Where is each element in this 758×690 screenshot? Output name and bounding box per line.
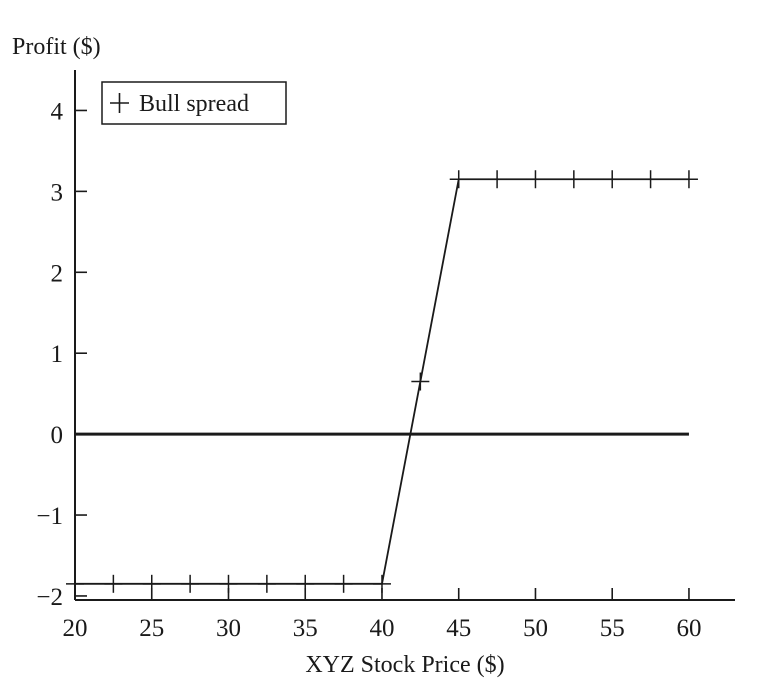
x-tick-label: 60 <box>676 615 701 642</box>
data-point-marker <box>334 574 353 593</box>
y-tick-label: 0 <box>51 422 64 449</box>
data-point-marker <box>526 170 545 189</box>
series-group <box>66 170 698 593</box>
series-line-bull-spread <box>75 178 689 585</box>
data-point-marker <box>372 574 391 593</box>
y-tick-label: 2 <box>51 260 64 287</box>
data-point-marker <box>564 170 583 189</box>
y-tick-label: 4 <box>51 98 64 125</box>
data-point-marker <box>181 574 200 593</box>
data-point-marker <box>104 574 123 593</box>
data-point-marker <box>603 170 622 189</box>
data-point-marker <box>296 574 315 593</box>
x-tick-label: 50 <box>523 615 548 642</box>
x-axis-label: XYZ Stock Price ($) <box>305 652 504 678</box>
y-tick-label: 3 <box>51 179 64 206</box>
data-point-marker <box>411 372 430 391</box>
data-point-marker <box>449 170 468 189</box>
data-point-marker <box>257 574 276 593</box>
legend: Bull spread <box>101 81 287 125</box>
data-point-marker <box>641 170 660 189</box>
axes <box>74 70 735 601</box>
y-axis-label: Profit ($) <box>12 34 101 60</box>
ticks: 20 25 30 35 40 45 50 55 60 −2 −1 0 1 2 3 4 <box>36 98 701 642</box>
y-tick-label: −2 <box>36 584 63 611</box>
x-tick-label: 35 <box>293 615 318 642</box>
data-point-marker <box>66 574 84 593</box>
y-tick-label: 1 <box>51 341 64 368</box>
x-tick-label: 30 <box>216 615 241 642</box>
data-point-marker <box>219 574 238 593</box>
data-point-marker <box>488 170 507 189</box>
x-tick-label: 40 <box>369 615 394 642</box>
y-tick-label: −1 <box>36 503 63 530</box>
legend-label-bull-spread: Bull spread <box>139 91 249 117</box>
x-tick-label: 25 <box>139 615 164 642</box>
x-tick-label: 20 <box>63 615 88 642</box>
legend-box <box>101 81 287 125</box>
x-tick-label: 55 <box>600 615 625 642</box>
data-point-marker <box>142 574 161 593</box>
x-tick-label: 45 <box>446 615 471 642</box>
data-point-marker <box>679 170 698 189</box>
